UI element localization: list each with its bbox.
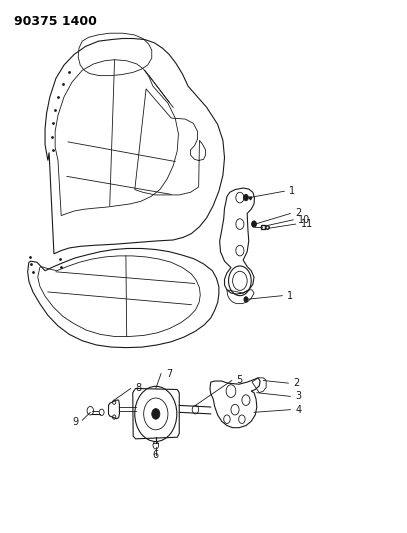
- Text: 7: 7: [166, 369, 172, 378]
- Text: 5: 5: [236, 375, 243, 385]
- Text: 10: 10: [298, 215, 311, 225]
- Circle shape: [244, 297, 248, 302]
- Circle shape: [252, 221, 256, 227]
- Text: 8: 8: [136, 383, 142, 393]
- Text: 2: 2: [293, 378, 300, 388]
- Text: 3: 3: [295, 391, 301, 401]
- Text: 2: 2: [295, 208, 302, 219]
- Text: 4: 4: [295, 405, 301, 415]
- Text: 9: 9: [73, 417, 79, 427]
- Text: 90375 1400: 90375 1400: [13, 14, 96, 28]
- Text: 11: 11: [300, 219, 313, 229]
- Text: 1: 1: [289, 186, 295, 196]
- Text: 6: 6: [153, 450, 159, 460]
- Circle shape: [152, 409, 160, 419]
- Text: 1: 1: [287, 290, 293, 301]
- Circle shape: [243, 195, 248, 201]
